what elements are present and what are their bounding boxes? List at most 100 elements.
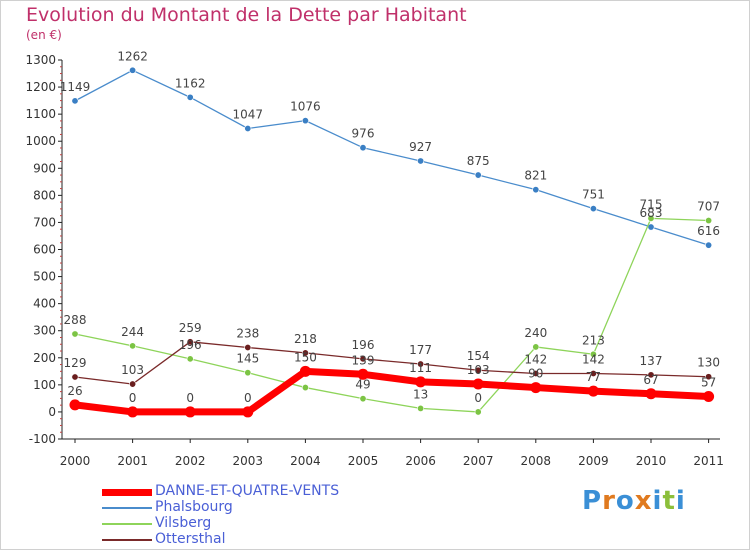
data-label-ottersthal: 103 [121,363,144,377]
data-label-vilsberg: 49 [355,378,370,392]
data-label-vilsberg: 715 [640,197,663,211]
x-tick-label: 2010 [636,454,667,468]
data-point-phalsbourg [186,93,194,101]
data-point-ottersthal [417,360,425,368]
legend-label-phalsbourg: Phalsbourg [155,499,233,515]
data-label-ottersthal: 196 [352,338,375,352]
data-point-phalsbourg [589,205,597,213]
logo-letter: P [582,486,603,516]
data-point-ottersthal [647,371,655,379]
data-label-danne-et-quatre-vents: 139 [352,353,375,367]
line-chart: -100010020030040050060070080090010001100… [25,49,723,468]
legend-swatch-ottersthal [102,539,152,541]
legend-item-phalsbourg: Phalsbourg [102,499,422,516]
y-tick-label: 400 [33,297,56,311]
data-label-phalsbourg: 1076 [290,100,321,114]
data-label-ottersthal: 238 [236,326,259,340]
series-line-ottersthal [74,341,710,385]
data-label-danne-et-quatre-vents: 57 [701,375,716,389]
data-label-danne-et-quatre-vents: 26 [67,384,82,398]
data-label-phalsbourg: 1149 [60,80,91,94]
data-label-danne-et-quatre-vents: 90 [528,367,543,381]
series-line-vilsberg [74,217,710,413]
data-label-ottersthal: 130 [697,356,720,370]
data-point-vilsberg [474,408,482,416]
chart-series [69,66,715,418]
data-point-vilsberg [71,330,79,338]
y-tick-label: 1300 [25,53,56,67]
x-tick-label: 2003 [233,454,264,468]
data-point-vilsberg [244,369,252,377]
data-point-danne-et-quatre-vents [415,376,427,388]
data-label-danne-et-quatre-vents: 77 [586,370,601,384]
data-point-ottersthal [244,343,252,351]
data-point-vilsberg [589,350,597,358]
data-label-phalsbourg: 875 [467,154,490,168]
data-point-phalsbourg [474,171,482,179]
data-label-danne-et-quatre-vents: 103 [467,363,490,377]
data-point-danne-et-quatre-vents [184,406,196,418]
data-label-danne-et-quatre-vents: 0 [244,391,252,405]
data-label-phalsbourg: 821 [524,169,547,183]
y-tick-label: 300 [33,324,56,338]
data-point-ottersthal [474,366,482,374]
data-label-phalsbourg: 1262 [117,49,148,63]
data-label-vilsberg: 244 [121,325,144,339]
data-label-ottersthal: 218 [294,332,317,346]
data-label-danne-et-quatre-vents: 111 [409,361,432,375]
data-label-danne-et-quatre-vents: 0 [186,391,194,405]
data-label-danne-et-quatre-vents: 0 [129,391,137,405]
y-tick-label: 900 [33,161,56,175]
y-tick-label: 800 [33,188,56,202]
data-label-vilsberg: 213 [582,333,605,347]
data-point-vilsberg [186,355,194,363]
data-label-phalsbourg: 683 [640,206,663,220]
chart-title: Evolution du Montant de la Dette par Hab… [26,4,467,26]
data-label-ottersthal: 259 [179,321,202,335]
data-point-danne-et-quatre-vents [703,390,715,402]
data-point-danne-et-quatre-vents [242,406,254,418]
data-label-phalsbourg: 751 [582,188,605,202]
data-label-ottersthal: 137 [640,354,663,368]
legend-label-ottersthal: Ottersthal [155,531,226,547]
data-point-phalsbourg [71,97,79,105]
data-point-danne-et-quatre-vents [587,385,599,397]
series-line-phalsbourg [74,69,710,246]
series-line-danne-et-quatre-vents [71,367,713,416]
data-point-danne-et-quatre-vents [69,399,81,411]
data-point-phalsbourg [244,124,252,132]
data-point-vilsberg [129,342,137,350]
logo-letter: o [615,486,635,516]
data-label-vilsberg: 0 [474,391,482,405]
y-tick-label: 700 [33,215,56,229]
x-tick-label: 2000 [60,454,91,468]
data-point-phalsbourg [705,241,713,249]
proxiti-logo: Proxiti [582,486,686,516]
data-label-phalsbourg: 927 [409,140,432,154]
data-point-vilsberg [532,343,540,351]
data-point-vilsberg [301,384,309,392]
data-point-danne-et-quatre-vents [645,388,657,400]
data-point-phalsbourg [532,186,540,194]
data-label-phalsbourg: 976 [352,127,375,141]
legend-swatch-vilsberg [102,523,152,525]
x-tick-label: 2006 [405,454,436,468]
data-point-ottersthal [359,355,367,363]
chart-subtitle: (en €) [26,28,62,42]
y-tick-label: 1000 [25,134,56,148]
y-tick-label: -100 [29,432,56,446]
data-point-phalsbourg [417,157,425,165]
data-point-danne-et-quatre-vents [357,368,369,380]
data-point-vilsberg [417,404,425,412]
data-label-ottersthal: 129 [64,356,87,370]
data-point-danne-et-quatre-vents [127,406,139,418]
logo-letter: x [634,486,653,516]
y-tick-label: 1100 [25,107,56,121]
data-point-ottersthal [589,369,597,377]
logo-letter: r [602,486,616,516]
y-tick-label: 1200 [25,80,56,94]
data-point-ottersthal [532,369,540,377]
y-tick-label: 0 [48,405,56,419]
y-tick-label: 200 [33,351,56,365]
